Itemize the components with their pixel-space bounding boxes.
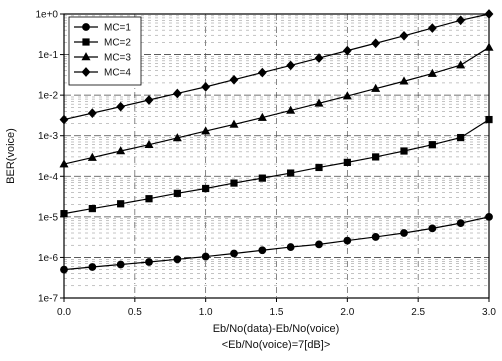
data-point [315,163,323,172]
y-tick-label: 1e-5 [38,212,58,223]
data-point [428,141,436,149]
axis-ticks: 0.0 0.5 1.0 1.5 2.0 2.5 3.0 1e-7 1e-6 1e-5 1e-4 1e-… [35,10,496,319]
legend-items: MC=1 MC=2 MC=3 MC=4 [74,23,131,79]
data-point [371,233,380,241]
data-point [427,23,437,33]
data-point [144,139,154,149]
legend-label: MC=3 [104,53,131,64]
series-line [63,216,490,271]
data-point [172,88,182,99]
data-point [286,243,295,251]
x-tick-label: 2.0 [340,307,354,318]
x-tick-label: 0.5 [128,307,142,318]
legend-marker [81,52,91,61]
x-axis-title: Eb/No(data)-Eb/No(voice) [213,323,340,335]
data-point [258,174,266,182]
data-point [428,224,437,233]
data-point [400,147,408,155]
x-tick-label: 3.0 [482,307,496,318]
data-point [371,83,381,92]
data-point [117,200,125,208]
data-point [88,204,96,213]
data-point [145,195,153,203]
series-4 [59,9,494,125]
data-point [229,119,239,128]
data-point [201,82,211,92]
series-line [63,46,490,165]
x-axis-subtitle: <Eb/No(voice)=7[dB]> [222,339,331,351]
series-line [63,13,490,121]
legend-marker [82,38,90,46]
data-point [342,45,352,56]
data-point [201,126,211,135]
data-point [202,184,210,193]
data-point [427,68,437,77]
data-point [287,169,295,177]
data-point [258,246,267,255]
data-point [201,252,210,261]
data-point [257,67,267,78]
data-point [314,53,324,63]
data-point [116,101,126,112]
y-tick-label: 1e-4 [38,172,58,183]
series-1 [60,212,493,274]
data-point [400,229,408,237]
data-point [456,60,466,69]
legend-box [68,16,142,86]
data-point [457,133,465,142]
data-point [173,255,182,264]
data-point [116,260,125,269]
data-point [372,153,380,161]
data-point [116,146,126,155]
legend: MC=1 MC=2 MC=3 MC=4 [68,16,142,86]
legend-label: MC=2 [104,38,131,49]
data-point [286,105,296,114]
legend-label: MC=4 [104,68,131,79]
y-axis-title: BER(voice) [5,128,17,184]
series-line [63,119,490,215]
legend-marker [82,23,90,31]
y-tick-label: 1e-2 [38,91,58,102]
data-point [145,258,153,266]
data-point [144,95,154,105]
y-tick-label: 1e+0 [35,10,58,21]
data-point [229,74,239,85]
data-point [456,219,465,228]
data-point [173,189,181,197]
data-point [456,15,466,26]
y-tick-label: 1e-1 [38,50,58,61]
data-point [314,98,324,107]
data-point [343,236,352,245]
series-3 [59,42,494,168]
data-point [87,108,97,118]
data-point [230,249,238,258]
data-point [87,152,97,161]
y-tick-label: 1e-3 [38,131,58,142]
data-point [172,133,182,142]
data-point [399,30,409,41]
data-point [342,91,352,100]
x-tick-label: 1.0 [199,307,213,318]
data-point [371,38,381,49]
data-point [257,112,267,121]
data-point [343,158,351,166]
data-point [315,240,323,249]
data-point [286,60,296,71]
y-tick-label: 1e-7 [38,294,58,305]
x-tick-label: 2.5 [411,307,425,318]
x-tick-label: 0.0 [57,307,71,318]
y-tick-label: 1e-6 [38,253,58,264]
data-point [88,263,97,271]
legend-marker [81,67,91,77]
legend-label: MC=1 [104,23,131,34]
data-point [399,76,409,85]
data-point [230,179,238,187]
x-tick-label: 1.5 [270,307,284,318]
